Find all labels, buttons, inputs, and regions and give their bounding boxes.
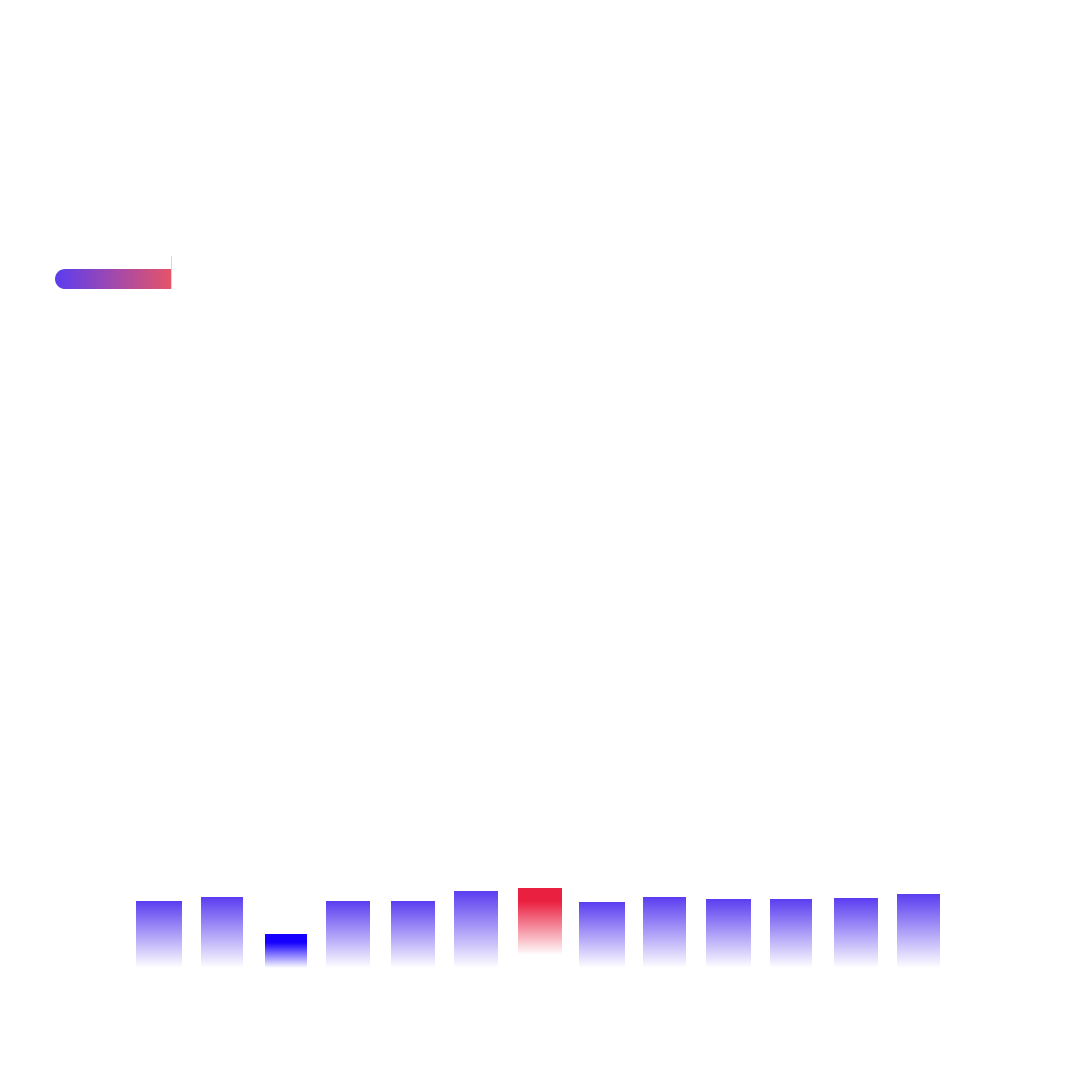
bar (391, 901, 435, 968)
bar (706, 899, 751, 968)
bar-highlighted (518, 888, 562, 955)
bar (579, 902, 625, 968)
bar (834, 898, 878, 968)
progress-bar (55, 269, 171, 289)
bar (643, 897, 686, 968)
progress-marker (171, 256, 172, 289)
bar (454, 891, 498, 968)
bar (897, 894, 940, 968)
bar (201, 897, 243, 968)
bar (770, 899, 812, 968)
bar (265, 934, 307, 968)
bar (326, 901, 370, 968)
bar (136, 901, 182, 968)
